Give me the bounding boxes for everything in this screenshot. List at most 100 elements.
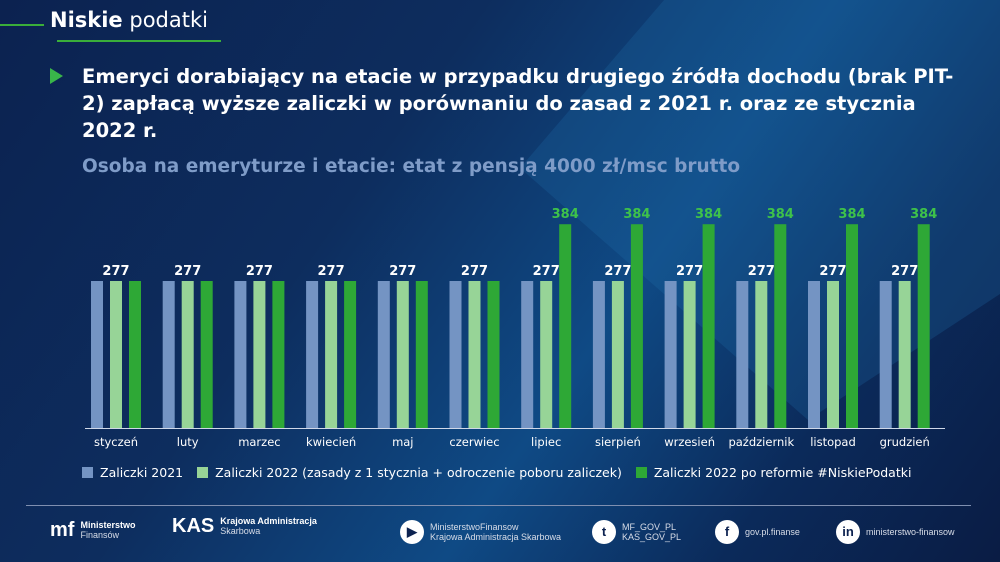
bar (879, 281, 892, 428)
footer-linkedin[interactable]: in ministerstwo-finansow (836, 520, 955, 544)
bar (521, 281, 534, 428)
kas-line2: Skarbowa (220, 526, 261, 536)
bar (415, 281, 428, 428)
mf-line2: Finansów (80, 530, 119, 540)
bar (755, 281, 768, 428)
bar (827, 281, 839, 428)
brand-bold: Niskie (50, 8, 123, 32)
x-tick-label: grudzień (880, 435, 930, 449)
data-label: 277 (533, 264, 560, 279)
bar (234, 281, 247, 428)
mf-line1: Ministerstwo (80, 520, 136, 530)
brand-line (0, 24, 44, 26)
footer-youtube[interactable]: ▶ MinisterstwoFinansow Krajowa Administra… (400, 520, 561, 544)
bar (162, 281, 175, 428)
bar (253, 281, 266, 428)
x-tick-label: sierpień (595, 435, 641, 449)
x-tick-label: listopad (810, 435, 856, 449)
x-tick-label: maj (392, 435, 413, 449)
data-label: 277 (604, 264, 631, 279)
x-tick-label: marzec (238, 435, 280, 449)
x-tick-label: styczeń (94, 435, 138, 449)
legend-label: Zaliczki 2022 po reformie #NiskiePodatki (653, 465, 912, 480)
data-label: 277 (246, 264, 273, 279)
data-label: 384 (838, 207, 865, 222)
facebook-label: gov.pl.finanse (745, 527, 800, 537)
brand-logo: Niskie podatki (50, 8, 208, 32)
footer-kas-logo: KAS Krajowa Administracja Skarbowa (172, 516, 317, 536)
kas-line1: Krajowa Administracja (220, 516, 317, 526)
bar (325, 281, 338, 428)
data-label: 277 (891, 264, 918, 279)
bar (774, 224, 787, 428)
x-tick-label: kwiecień (306, 435, 356, 449)
twitter-line1: MF_GOV_PL (622, 522, 677, 532)
bar (487, 281, 500, 428)
data-label: 277 (461, 264, 488, 279)
x-tick-label: wrzesień (664, 435, 715, 449)
youtube-icon: ▶ (400, 520, 424, 544)
bar (540, 281, 553, 428)
bar (272, 281, 285, 428)
data-label: 277 (102, 264, 129, 279)
page-title: Emeryci dorabiający na etacie w przypadk… (82, 65, 954, 142)
legend-item: Zaliczki 2022 (zasady z 1 stycznia + odr… (197, 465, 622, 480)
bar (736, 281, 749, 428)
kas-logo-icon: KAS (172, 515, 215, 537)
footer-divider (26, 505, 971, 506)
legend-item: Zaliczki 2021 (82, 465, 183, 480)
data-label: 384 (623, 207, 650, 222)
bar (200, 281, 213, 428)
legend-swatch (82, 467, 93, 478)
twitter-line2: KAS_GOV_PL (622, 532, 682, 542)
data-label: 277 (318, 264, 345, 279)
brand-underline (57, 40, 221, 42)
bar (898, 281, 911, 428)
legend-item: Zaliczki 2022 po reformie #NiskiePodatki (635, 465, 912, 480)
brand-light: podatki (129, 8, 208, 32)
data-label: 277 (676, 264, 703, 279)
bar (181, 281, 194, 428)
linkedin-icon: in (836, 520, 860, 544)
data-label: 277 (174, 264, 201, 279)
bar (808, 281, 820, 428)
bar (110, 281, 122, 428)
youtube-line2: Krajowa Administracja Skarbowa (430, 532, 562, 542)
legend-label: Zaliczki 2021 (100, 465, 184, 480)
data-label: 277 (389, 264, 416, 279)
data-label: 384 (552, 207, 579, 222)
linkedin-label: ministerstwo-finansow (866, 527, 955, 537)
bar (846, 224, 858, 428)
data-label: 384 (695, 207, 722, 222)
bar-chart: 277 styczeń 277 luty 277 marzec 277 kwiecień 277… (85, 207, 945, 449)
mf-logo-icon: mf (50, 519, 75, 541)
youtube-line1: MinisterstwoFinansow (430, 522, 519, 532)
data-label: 384 (767, 207, 794, 222)
x-tick-label: październik (728, 435, 794, 449)
chart-legend: Zaliczki 2021 Zaliczki 2022 (zasady z 1 … (82, 465, 911, 480)
play-arrow-icon (50, 68, 63, 84)
facebook-icon: f (715, 520, 739, 544)
x-tick-label: luty (177, 435, 199, 449)
bar (559, 224, 572, 428)
bar (592, 281, 605, 428)
legend-label: Zaliczki 2022 (zasady z 1 stycznia + odr… (215, 465, 622, 480)
bar (129, 281, 141, 428)
data-label: 277 (819, 264, 846, 279)
footer-twitter[interactable]: t MF_GOV_PL KAS_GOV_PL (592, 520, 681, 544)
bar (630, 224, 643, 428)
bar (683, 281, 696, 428)
legend-swatch (197, 467, 209, 478)
bar (468, 281, 481, 428)
chart-subtitle: Osoba na emeryturze i etacie: etat z pen… (82, 156, 741, 177)
legend-swatch (635, 467, 647, 478)
twitter-icon: t (592, 520, 616, 544)
bar (917, 224, 930, 428)
bar (91, 281, 103, 428)
x-tick-label: czerwiec (449, 435, 499, 449)
x-tick-label: lipiec (531, 435, 561, 449)
data-label: 277 (748, 264, 775, 279)
data-label: 384 (910, 207, 937, 222)
bar (377, 281, 390, 428)
footer-facebook[interactable]: f gov.pl.finanse (715, 520, 800, 544)
